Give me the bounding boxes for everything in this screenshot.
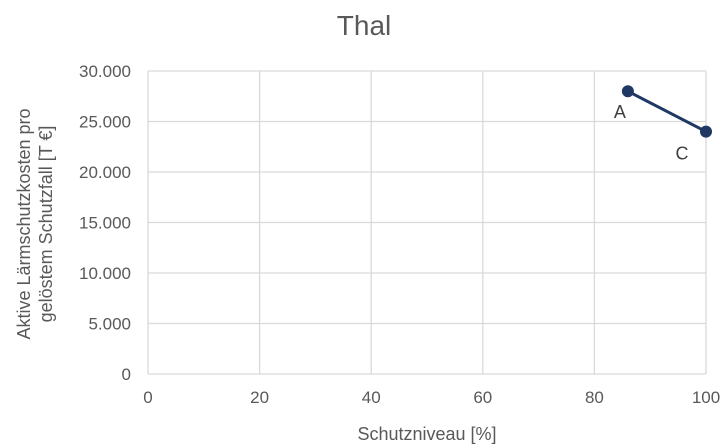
data-point bbox=[621, 85, 634, 98]
x-tick-label: 40 bbox=[362, 388, 381, 407]
y-axis-title: Aktive Lärmschutzkosten pro gelöstem Sch… bbox=[14, 108, 56, 339]
y-tick-label: 30.000 bbox=[79, 62, 131, 81]
x-tick-label: 60 bbox=[473, 388, 492, 407]
x-tick-label: 100 bbox=[692, 388, 720, 407]
x-tick-label: 20 bbox=[250, 388, 269, 407]
y-tick-label: 15.000 bbox=[79, 214, 131, 233]
y-axis-title-line-2: gelöstem Schutzfall [T €] bbox=[36, 126, 56, 323]
data-label: A bbox=[614, 102, 626, 122]
y-tick-label: 25.000 bbox=[79, 113, 131, 132]
data-label: C bbox=[676, 144, 689, 164]
y-tick-label: 5.000 bbox=[88, 315, 131, 334]
x-tick-label: 80 bbox=[585, 388, 604, 407]
chart-title: Thal bbox=[337, 10, 391, 41]
y-tick-label: 0 bbox=[122, 365, 131, 384]
gridlines bbox=[147, 70, 707, 375]
x-axis-title: Schutzniveau [%] bbox=[357, 424, 496, 444]
x-tick-label: 0 bbox=[143, 388, 152, 407]
y-axis-ticks: 0 5.000 10.000 15.000 20.000 25.000 30.000 bbox=[79, 62, 131, 384]
y-axis-title-line-1: Aktive Lärmschutzkosten pro bbox=[14, 108, 34, 339]
y-tick-label: 10.000 bbox=[79, 264, 131, 283]
x-axis-ticks: 0 20 40 60 80 100 bbox=[143, 388, 720, 407]
y-tick-label: 20.000 bbox=[79, 163, 131, 182]
series-line bbox=[627, 89, 707, 133]
data-point bbox=[700, 125, 712, 138]
series-group: AC bbox=[614, 85, 712, 164]
